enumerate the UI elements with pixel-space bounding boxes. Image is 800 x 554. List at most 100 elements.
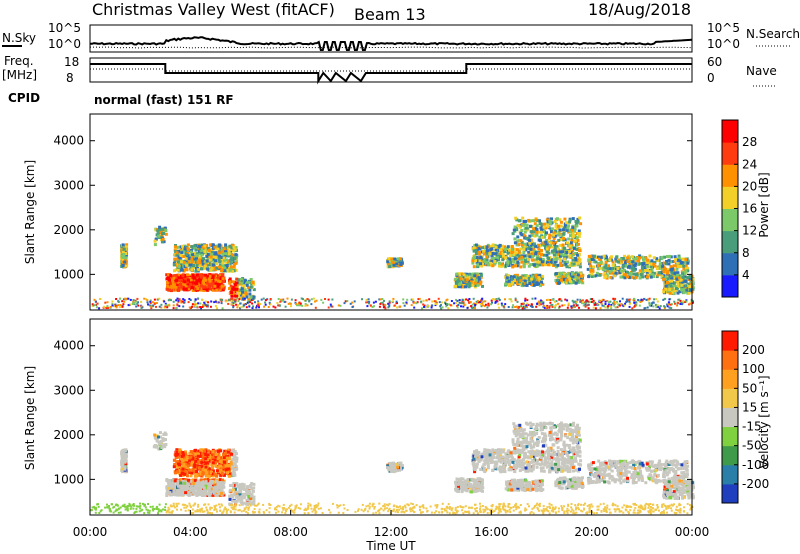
echo-cell	[669, 288, 673, 292]
echo-cell	[472, 256, 476, 260]
echo-cell	[151, 301, 154, 304]
echo-cell	[623, 261, 627, 265]
echo-cell	[170, 479, 174, 483]
echo-cell	[527, 236, 531, 240]
echo-cell	[390, 258, 394, 262]
cpid-label: CPID	[8, 91, 40, 105]
echo-cell	[573, 229, 577, 233]
echo-cell	[277, 304, 280, 307]
echo-cell	[221, 274, 224, 278]
echo-cell	[208, 273, 212, 277]
echo-cell	[554, 240, 558, 244]
echo-cell	[188, 490, 192, 494]
echo-cell	[218, 280, 222, 284]
echo-cell	[514, 216, 518, 220]
echo-cell	[679, 288, 683, 292]
echo-cell	[208, 274, 212, 278]
echo-cell	[634, 262, 638, 266]
echo-cell	[676, 281, 680, 284]
echo-cell	[530, 282, 534, 286]
echo-cell	[230, 246, 234, 250]
echo-cell	[182, 492, 186, 496]
echo-cell	[571, 299, 574, 302]
echo-cell	[497, 303, 500, 306]
echo-cell	[684, 264, 688, 268]
echo-cell	[206, 259, 209, 263]
echo-cell	[572, 262, 576, 266]
echo-cell	[462, 283, 466, 287]
echo-cell	[526, 275, 530, 278]
echo-cell	[613, 301, 616, 303]
echo-cell	[244, 291, 248, 295]
echo-cell	[140, 305, 143, 308]
echo-cell	[384, 304, 387, 307]
echo-cell	[121, 305, 124, 308]
echo-cell	[653, 260, 657, 264]
echo-cell	[552, 237, 556, 241]
echo-cell	[660, 255, 664, 259]
echo-cell	[178, 298, 181, 301]
echo-cell	[395, 262, 399, 266]
echo-cell	[217, 485, 221, 489]
echo-cell	[531, 255, 535, 259]
echo-cell	[378, 305, 381, 308]
echo-cell	[198, 484, 202, 488]
echo-cell	[178, 282, 182, 286]
echo-cell	[183, 483, 187, 487]
echo-cell	[166, 484, 170, 488]
echo-cell	[190, 268, 194, 272]
echo-cell	[672, 281, 676, 285]
echo-cell	[676, 271, 680, 275]
echo-cell	[449, 304, 452, 307]
echo-cell	[529, 305, 532, 308]
echo-cell	[667, 301, 670, 304]
echo-cell	[566, 275, 570, 279]
echo-cell	[161, 439, 165, 443]
echo-cell	[457, 272, 461, 276]
echo-cell	[222, 259, 226, 263]
echo-cell	[488, 249, 492, 253]
echo-cell	[507, 306, 510, 308]
echo-cell	[545, 306, 548, 309]
echo-cell	[167, 281, 171, 285]
echo-cell	[187, 260, 191, 264]
echo-cell	[660, 275, 664, 279]
nave-tick-top: 60	[707, 55, 722, 69]
echo-cell	[113, 305, 115, 308]
echo-cell	[423, 306, 426, 308]
echo-cell	[498, 261, 501, 265]
echo-cell	[535, 305, 538, 308]
echo-cell	[235, 277, 239, 281]
echo-cell	[524, 281, 528, 285]
echo-cell	[416, 301, 419, 304]
echo-cell	[559, 220, 563, 224]
echo-cell	[670, 270, 674, 274]
echo-cell	[180, 282, 184, 286]
echo-cell	[529, 238, 533, 242]
echo-cell	[160, 232, 164, 236]
echo-cell	[565, 278, 569, 282]
echo-cell	[241, 290, 245, 294]
echo-cell	[575, 253, 579, 257]
echo-cell	[466, 306, 469, 309]
echo-cell	[565, 260, 569, 264]
echo-cell	[652, 256, 656, 260]
echo-cell	[572, 247, 576, 250]
echo-cell	[212, 258, 216, 262]
echo-cell	[521, 282, 525, 286]
echo-cell	[184, 491, 188, 494]
echo-cell	[638, 299, 641, 302]
echo-cell	[457, 283, 461, 286]
echo-cell	[169, 274, 173, 277]
echo-cell	[548, 233, 552, 237]
echo-cell	[365, 301, 368, 304]
echo-cell	[504, 256, 508, 260]
colorbar-swatch	[722, 186, 738, 209]
echo-cell	[299, 304, 302, 307]
echo-cell	[204, 484, 208, 488]
echo-cell	[664, 287, 668, 291]
echo-cell	[473, 281, 477, 285]
echo-cell	[164, 305, 167, 308]
echo-cell	[669, 268, 673, 272]
